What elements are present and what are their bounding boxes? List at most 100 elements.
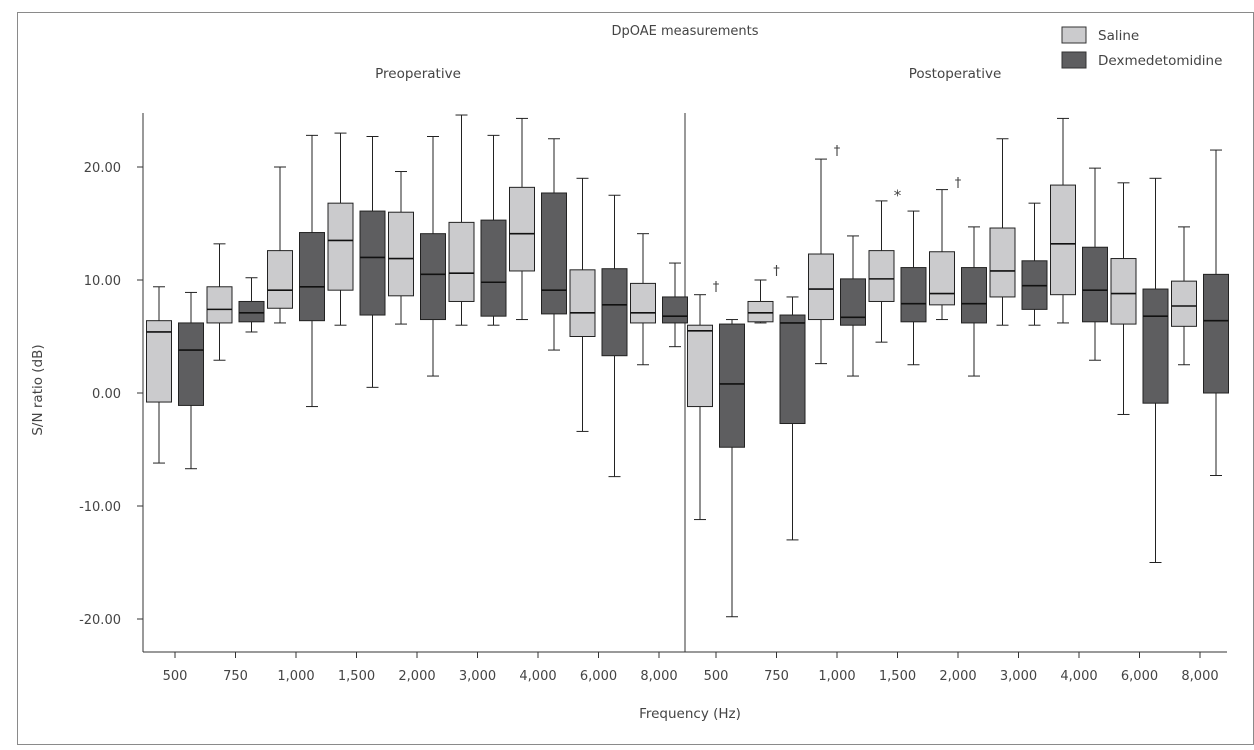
box-postoperative-saline-4000 [1050, 117, 1076, 324]
significance-marker: † [773, 264, 780, 279]
chart-title: DpOAE measurements [612, 24, 759, 39]
box-iqr [541, 192, 567, 315]
box-iqr [1171, 280, 1197, 327]
box-iqr [1203, 273, 1229, 394]
box-iqr [299, 232, 325, 322]
box-postoperative-saline-500 [687, 294, 713, 521]
box-postoperative-dexmedetomidine-3000 [1021, 202, 1048, 326]
box-iqr [206, 286, 233, 324]
box-iqr [929, 251, 955, 306]
box-preoperative-dexmedetomidine-8000 [662, 262, 688, 348]
box-preoperative-dexmedetomidine-750 [238, 277, 265, 333]
box-iqr [719, 323, 745, 448]
y-ticks: 20.00 10.00 0.00 -10.00 -20.00 [79, 161, 143, 628]
box-preoperative-dexmedetomidine-1000 [299, 134, 325, 408]
box-iqr [327, 202, 354, 291]
box-preoperative-saline-2000 [388, 171, 414, 325]
panel-label-preoperative: Preoperative [375, 66, 461, 82]
x-ticks: 500 750 1,000 1,500 2,000 3,000 4,000 6,000 8,00… [163, 652, 1219, 684]
legend-swatch-saline [1061, 26, 1087, 44]
box-preoperative-saline-4000 [509, 117, 535, 321]
box-iqr [989, 227, 1016, 298]
box-iqr [1142, 288, 1169, 404]
significance-marker: † [713, 280, 720, 295]
box-iqr [1050, 184, 1076, 296]
box-postoperative-saline-6000 [1110, 182, 1137, 415]
x-tick-label: 3,000 [1000, 669, 1037, 684]
box-iqr [747, 300, 774, 323]
box-iqr [480, 219, 507, 317]
box-iqr [1082, 246, 1108, 323]
box-postoperative-dexmedetomidine-1500 [900, 210, 927, 366]
box-postoperative-dexmedetomidine-500 [719, 319, 745, 618]
box-iqr [509, 186, 535, 272]
x-tick-label: 6,000 [1121, 669, 1158, 684]
box-iqr [178, 322, 204, 406]
box-postoperative-dexmedetomidine-6000 [1142, 177, 1169, 563]
box-plots [146, 114, 1229, 618]
x-axis-label: Frequency (Hz) [639, 706, 741, 722]
box-preoperative-dexmedetomidine-500 [178, 291, 204, 470]
x-tick-label: 4,000 [519, 669, 556, 684]
x-tick-label: 1,500 [338, 669, 375, 684]
y-tick-label: -10.00 [79, 500, 121, 515]
box-iqr [267, 250, 293, 309]
y-tick-label: 0.00 [92, 387, 121, 402]
box-iqr [1110, 258, 1137, 325]
box-iqr [569, 269, 596, 337]
box-preoperative-dexmedetomidine-2000 [420, 135, 446, 377]
significance-markers: † † † * † [713, 144, 962, 295]
box-iqr [779, 314, 806, 425]
legend-swatch-dexmedetomidine [1061, 51, 1087, 69]
box-iqr [687, 324, 713, 408]
x-tick-label: 2,000 [939, 669, 976, 684]
box-postoperative-dexmedetomidine-2000 [961, 226, 987, 377]
box-preoperative-dexmedetomidine-1500 [359, 135, 386, 388]
box-postoperative-saline-750 [747, 279, 774, 324]
box-preoperative-dexmedetomidine-4000 [541, 138, 567, 351]
box-postoperative-dexmedetomidine-8000 [1203, 149, 1229, 476]
box-preoperative-saline-750 [206, 243, 233, 361]
x-tick-label: 1,000 [818, 669, 855, 684]
x-tick-label: 1,500 [879, 669, 916, 684]
box-iqr [420, 233, 446, 321]
box-iqr [359, 210, 386, 316]
x-tick-label: 750 [223, 669, 248, 684]
x-tick-label: 500 [163, 669, 188, 684]
box-iqr [662, 296, 688, 324]
box-preoperative-dexmedetomidine-3000 [480, 134, 507, 326]
x-tick-label: 8,000 [1181, 669, 1218, 684]
y-axis-label: S/N ratio (dB) [30, 344, 46, 435]
legend-label-dexmedetomidine: Dexmedetomidine [1098, 53, 1222, 69]
box-preoperative-saline-1500 [327, 132, 354, 326]
box-preoperative-saline-1000 [267, 166, 293, 324]
box-postoperative-dexmedetomidine-4000 [1082, 167, 1108, 361]
panel-label-postoperative: Postoperative [909, 66, 1002, 82]
x-tick-label: 6,000 [580, 669, 617, 684]
x-tick-label: 8,000 [640, 669, 677, 684]
box-iqr [900, 267, 927, 323]
box-iqr [808, 253, 834, 321]
box-iqr [840, 278, 866, 326]
y-tick-label: -20.00 [79, 613, 121, 628]
box-postoperative-dexmedetomidine-1000 [840, 235, 866, 377]
box-postoperative-saline-2000 [929, 189, 955, 321]
x-tick-label: 750 [764, 669, 789, 684]
box-preoperative-saline-6000 [569, 177, 596, 432]
box-iqr [961, 267, 987, 324]
legend: Saline Dexmedetomidine [1061, 26, 1222, 69]
x-tick-label: 2,000 [398, 669, 435, 684]
box-iqr [146, 320, 172, 403]
box-preoperative-saline-500 [146, 286, 172, 464]
box-iqr [630, 282, 656, 324]
box-iqr [388, 211, 414, 297]
x-tick-label: 3,000 [459, 669, 496, 684]
significance-marker: * [894, 186, 902, 204]
significance-marker: † [955, 176, 962, 191]
axes [142, 113, 1227, 653]
box-preoperative-dexmedetomidine-6000 [601, 194, 628, 478]
box-postoperative-dexmedetomidine-750 [779, 296, 806, 541]
box-postoperative-saline-1000 [808, 158, 834, 365]
